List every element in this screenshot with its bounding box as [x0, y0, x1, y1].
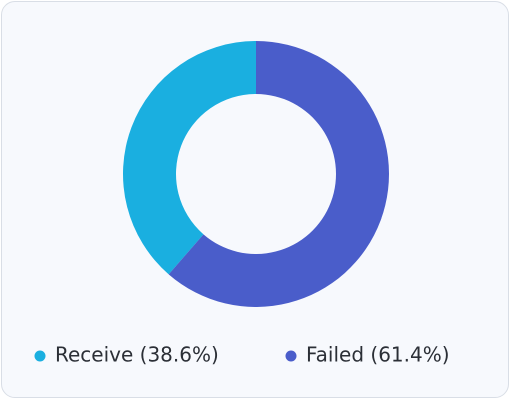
legend-marker	[34, 350, 46, 362]
donut-segment	[123, 41, 257, 275]
legend-label: Receive (38.6%)	[55, 343, 219, 367]
donut-segment	[168, 41, 389, 307]
legend-label: Failed (61.4%)	[306, 343, 450, 367]
legend-marker	[285, 350, 297, 362]
